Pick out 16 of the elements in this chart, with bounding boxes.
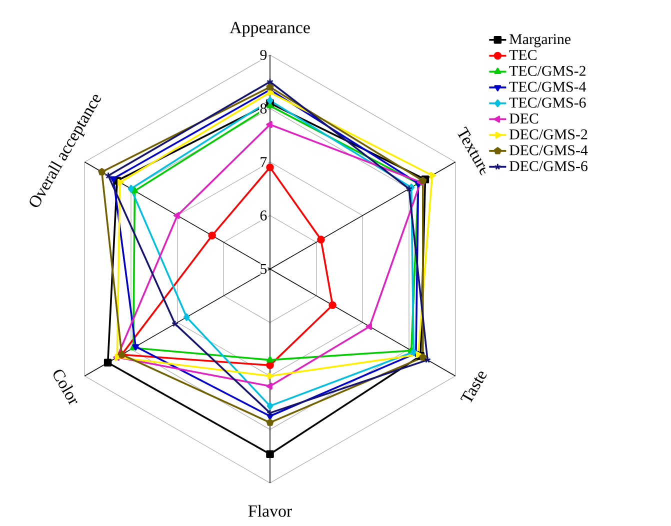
y-tick-label: 6 (260, 210, 267, 221)
legend-label: DEC/GMS-4 (509, 145, 588, 156)
y-tick-label: 5 (260, 264, 267, 274)
legend-label: DEC/GMS-6 (509, 161, 588, 172)
legend-label: Margarine (509, 34, 571, 48)
legend-label: TEC/GMS-2 (509, 66, 586, 76)
legend-label: TEC (509, 50, 536, 60)
legend-label: DEC (509, 114, 538, 124)
legend-label: DEC/GMS-2 (509, 129, 588, 140)
spoke-label: Flavor (248, 504, 292, 517)
legend-label: TEC/GMS-4 (509, 82, 586, 92)
y-tick-label: 8 (260, 103, 267, 114)
y-tick-label: 7 (260, 157, 267, 167)
spoke-label: Appearance (230, 22, 310, 37)
y-tick-label: 9 (260, 50, 267, 60)
legend-label: TEC/GMS-6 (509, 98, 586, 108)
